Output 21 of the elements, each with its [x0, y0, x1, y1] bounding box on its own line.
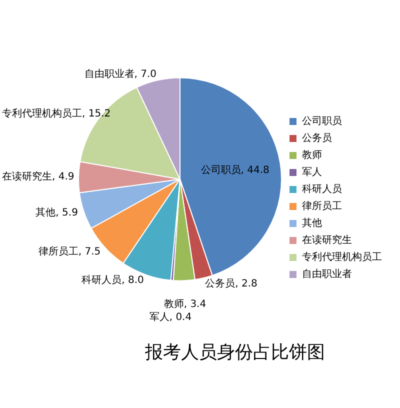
legend-label: 科研人员 — [302, 183, 342, 196]
data-label: 科研人员, 8.0 — [82, 274, 144, 286]
data-label: 专利代理机构员工, 15.2 — [2, 108, 111, 120]
data-label: 军人, 0.4 — [149, 312, 192, 324]
data-label: 公司职员, 44.8 — [200, 164, 270, 176]
data-label: 在读研究生, 4.9 — [2, 170, 74, 183]
legend-label: 公务员 — [302, 132, 332, 144]
legend-label: 教师 — [302, 150, 322, 162]
legend-label: 公司职员 — [302, 115, 342, 128]
legend-label: 军人 — [302, 167, 322, 178]
legend-label: 律所员工 — [302, 200, 342, 212]
data-label: 律所员工, 7.5 — [38, 245, 101, 258]
data-label: 自由职业者, 7.0 — [84, 68, 157, 80]
data-label: 公务员, 2.8 — [205, 277, 258, 290]
legend-label: 自由职业者 — [302, 268, 352, 280]
data-label: 其他, 5.9 — [36, 206, 78, 219]
text: 报考人员身份占比饼图 — [144, 342, 325, 363]
legend-label: 其他 — [302, 217, 322, 230]
legend-label: 在读研究生 — [302, 234, 352, 246]
legend-label: 专利代理机构员工 — [302, 251, 382, 264]
data-label: 教师, 3.4 — [164, 299, 206, 310]
